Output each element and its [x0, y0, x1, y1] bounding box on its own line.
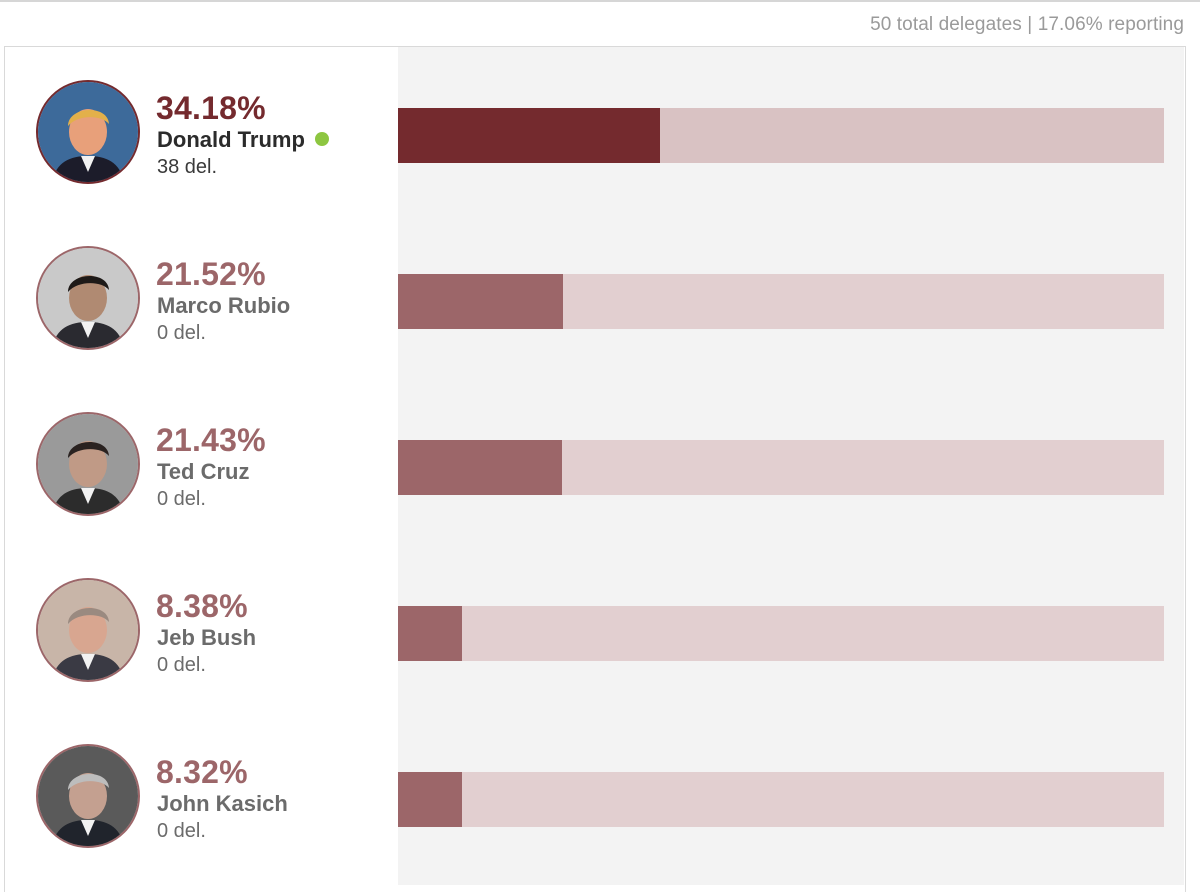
candidate-photo: [36, 744, 140, 848]
portrait-icon: [38, 248, 138, 348]
candidate-name-text: Donald Trump: [157, 127, 305, 152]
portrait-icon: [38, 746, 138, 846]
candidate-name: John Kasich: [157, 791, 288, 817]
bar: [398, 606, 463, 661]
candidate-name-text: Marco Rubio: [157, 293, 291, 318]
candidate-name-text: Jeb Bush: [157, 625, 257, 650]
bar: [398, 772, 462, 827]
vote-percentage: 21.52%: [156, 256, 266, 292]
candidate-photo: [36, 80, 140, 184]
winner-indicator-icon: [314, 132, 329, 146]
candidate-name-text: Ted Cruz: [157, 459, 250, 484]
bar: [398, 274, 563, 329]
top-divider: [0, 0, 1200, 2]
candidate-name: Donald Trump: [157, 127, 329, 153]
delegate-count: 0 del.: [157, 820, 206, 842]
vote-percentage: 21.43%: [156, 422, 266, 458]
bar-track: [398, 606, 1164, 661]
delegates-summary: 50 total delegates | 17.06% reporting: [870, 14, 1184, 35]
vote-percentage: 34.18%: [156, 90, 266, 126]
portrait-icon: [38, 82, 138, 182]
portrait-icon: [38, 580, 138, 680]
bar-track: [398, 108, 1164, 163]
bar: [398, 440, 563, 495]
candidate-row: 8.38% Jeb Bush 0 del.: [0, 578, 1200, 688]
candidate-photo: [36, 578, 140, 682]
delegate-count: 0 del.: [157, 654, 206, 676]
candidate-name: Jeb Bush: [157, 625, 256, 651]
candidate-row: 21.52% Marco Rubio 0 del.: [0, 246, 1200, 356]
candidate-row: 21.43% Ted Cruz 0 del.: [0, 412, 1200, 522]
candidate-name-text: John Kasich: [157, 791, 288, 816]
vote-percentage: 8.32%: [156, 754, 248, 790]
delegate-count: 38 del.: [157, 156, 218, 178]
bar-track: [398, 440, 1164, 495]
bar-track: [398, 274, 1164, 329]
vote-percentage: 8.38%: [156, 588, 248, 624]
candidate-row: 8.32% John Kasich 0 del.: [0, 744, 1200, 854]
candidate-row: 34.18% Donald Trump 38 del.: [0, 80, 1200, 190]
bar-track: [398, 772, 1164, 827]
bar: [398, 108, 660, 163]
candidate-photo: [36, 246, 140, 350]
candidate-photo: [36, 412, 140, 516]
portrait-icon: [38, 414, 138, 514]
candidate-name: Marco Rubio: [157, 293, 290, 319]
delegate-count: 0 del.: [157, 322, 206, 344]
candidate-name: Ted Cruz: [157, 459, 249, 485]
delegate-count: 0 del.: [157, 488, 206, 510]
